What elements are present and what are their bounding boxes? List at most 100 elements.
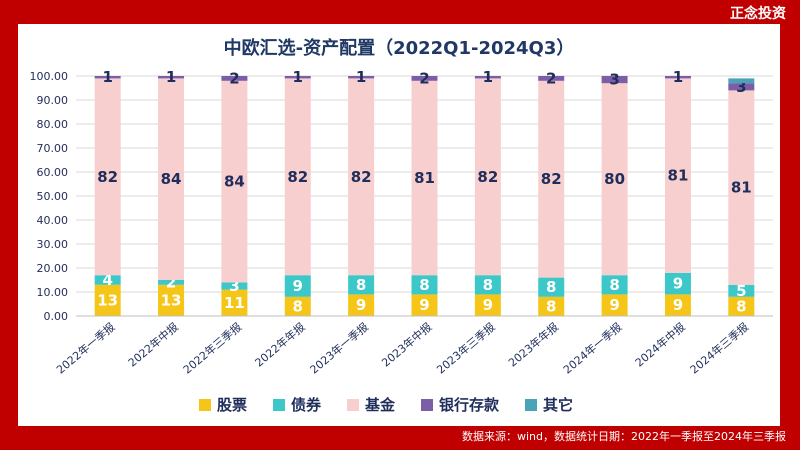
bar-segment	[664, 272, 691, 295]
data-label: 82	[287, 168, 308, 186]
data-source-note: 数据来源：wind，数据统计日期：2022年一季报至2024年三季报	[462, 430, 786, 443]
bar-segment	[601, 275, 628, 295]
legend-label: 债券	[291, 396, 322, 414]
legend-label: 基金	[364, 396, 396, 414]
x-tick-label: 2023年年报	[505, 320, 561, 370]
legend-swatch	[347, 399, 359, 411]
data-label: 1	[102, 68, 112, 86]
legend-label: 银行存款	[439, 396, 500, 414]
x-tick-label: 2022年中报	[125, 320, 181, 370]
y-tick-label: 0.00	[44, 310, 69, 323]
y-tick-label: 50.00	[37, 190, 69, 203]
y-tick-label: 30.00	[37, 238, 69, 251]
data-label: 9	[419, 296, 429, 314]
brand-logo-text: 正念投资	[730, 6, 786, 22]
data-label: 84	[161, 170, 182, 188]
data-label: 8	[736, 297, 746, 315]
bar-segment	[474, 294, 501, 316]
bars: 1348211328411138428982198821988129882188…	[94, 68, 755, 316]
bar-segment	[411, 294, 438, 316]
x-tick-label: 2023年三季报	[434, 320, 498, 377]
bar-segment	[94, 78, 121, 276]
data-label: 8	[483, 276, 493, 294]
bar-segment	[348, 76, 375, 79]
bar-segment	[728, 78, 755, 84]
data-label: 1	[356, 68, 366, 86]
data-label: 8	[546, 278, 556, 296]
data-label: 82	[351, 168, 372, 186]
bar-segment	[664, 78, 691, 273]
bar-segment	[474, 275, 501, 295]
data-label: 8	[419, 276, 429, 294]
x-tick-label: 2022年年报	[252, 320, 308, 370]
data-label: 5	[736, 282, 746, 300]
bar-segment	[284, 76, 311, 79]
legend-swatch	[421, 399, 433, 411]
data-label: 9	[293, 277, 303, 295]
bar-segment	[284, 275, 311, 297]
bar-segment	[158, 284, 185, 316]
bar-segment	[411, 80, 438, 276]
bar-segment	[474, 78, 501, 276]
data-label: 8	[293, 297, 303, 315]
data-label: 3	[609, 71, 619, 89]
data-label: 82	[97, 168, 118, 186]
y-tick-label: 40.00	[37, 214, 69, 227]
bar-segment	[94, 76, 121, 79]
data-label: 81	[414, 169, 435, 187]
data-label: 9	[609, 296, 619, 314]
bar-segment	[348, 275, 375, 295]
legend-label: 股票	[217, 396, 247, 414]
bar-segment	[728, 284, 755, 297]
bar-segment	[538, 80, 565, 278]
data-label: 9	[673, 275, 683, 293]
data-label: 80	[604, 170, 625, 188]
bar-segment	[284, 78, 311, 276]
data-label: 2	[229, 69, 239, 87]
bar-segment	[538, 76, 565, 81]
y-tick-label: 80.00	[37, 118, 69, 131]
bar-segment	[158, 280, 185, 285]
bar-segment	[221, 76, 248, 81]
data-label: 8	[546, 297, 556, 315]
y-tick-label: 20.00	[37, 262, 69, 275]
chart-panel: 中欧汇选-资产配置（2022Q1-2024Q3） 0.00 10.00 20.00 3…	[18, 24, 780, 426]
bar-segment	[664, 294, 691, 316]
data-label: 9	[356, 296, 366, 314]
bar-segment	[728, 83, 755, 91]
bar-segment	[411, 76, 438, 81]
bar-segment	[728, 296, 755, 316]
data-label: 2	[166, 273, 176, 291]
data-label: 3	[229, 277, 239, 295]
data-label: 82	[477, 168, 498, 186]
legend-swatch	[199, 399, 211, 411]
bar-segment	[94, 275, 121, 285]
data-label: 8	[356, 276, 366, 294]
x-tick-label: 2024年三季报	[687, 320, 751, 377]
x-tick-label: 2022年一季报	[53, 320, 117, 377]
data-label: 2	[546, 69, 556, 87]
data-label: 4	[102, 271, 112, 289]
chart-title: 中欧汇选-资产配置（2022Q1-2024Q3）	[224, 37, 575, 59]
y-tick-label: 70.00	[37, 142, 69, 155]
bar-segment	[474, 76, 501, 79]
x-tick-label: 2023年中报	[379, 320, 435, 370]
bar-segment	[601, 294, 628, 316]
bar-segment	[221, 282, 248, 290]
bar-segment	[601, 83, 628, 276]
legend: 股票 债券 基金 银行存款 其它	[199, 396, 573, 414]
bar-segment	[94, 284, 121, 316]
x-tick-label: 2022年三季报	[180, 320, 244, 377]
data-label: 13	[97, 291, 118, 309]
bar-segment	[411, 275, 438, 295]
data-label: 82	[541, 170, 562, 188]
data-label: 8	[609, 276, 619, 294]
y-axis: 0.00 10.00 20.00 30.00 40.00 50.00 60.00 70.00 8…	[30, 70, 69, 323]
bar-segment	[158, 78, 185, 281]
data-label: 1	[483, 68, 493, 86]
data-label: 2	[419, 69, 429, 87]
bar-segment	[538, 296, 565, 316]
x-tick-label: 2024年一季报	[560, 320, 624, 377]
x-tick-label: 2023年一季报	[307, 320, 371, 377]
legend-swatch	[525, 399, 537, 411]
